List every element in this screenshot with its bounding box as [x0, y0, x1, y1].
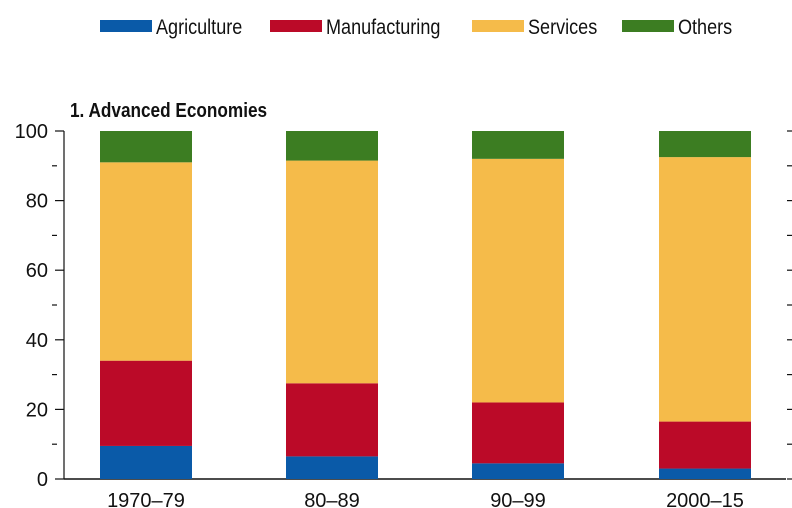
legend-label-manufacturing: Manufacturing	[326, 16, 440, 40]
legend: Agriculture Manufacturing Services Others	[100, 16, 732, 40]
x-category-label: 1970–79	[107, 490, 185, 508]
bar-segment-others	[472, 131, 564, 159]
legend-label-services: Services	[528, 16, 597, 40]
y-tick-label: 80	[26, 191, 48, 213]
bar-segment-services	[100, 162, 192, 361]
bar-segment-agriculture	[472, 463, 564, 479]
bar-segment-services	[286, 160, 378, 384]
legend-label-agriculture: Agriculture	[156, 16, 242, 40]
bar-segment-agriculture	[659, 468, 751, 479]
bar-segment-agriculture	[100, 445, 192, 479]
bars	[100, 131, 751, 479]
x-category-label: 80–89	[304, 490, 360, 508]
legend-swatch-others	[622, 20, 674, 32]
bar-segment-manufacturing	[472, 402, 564, 464]
x-category-label: 90–99	[490, 490, 546, 508]
bar-segment-manufacturing	[286, 383, 378, 457]
legend-swatch-services	[472, 20, 524, 32]
category-labels: 1970–79 80–89 90–99 2000–15	[107, 490, 744, 508]
legend-label-others: Others	[678, 16, 732, 40]
bar-segment-others	[286, 131, 378, 161]
bar-segment-others	[100, 131, 192, 163]
y-tick-label: 60	[26, 260, 48, 282]
legend-swatch-manufacturing	[270, 20, 322, 32]
bar-segment-agriculture	[286, 456, 378, 479]
bar-segment-manufacturing	[100, 360, 192, 446]
bar-segment-services	[659, 157, 751, 422]
legend-swatch-agriculture	[100, 20, 152, 32]
bar-segment-manufacturing	[659, 421, 751, 469]
y-tick-label: 0	[37, 469, 48, 491]
chart-title: 1. Advanced Economies	[70, 99, 267, 122]
y-tick-label: 40	[26, 330, 48, 352]
bar-segment-services	[472, 158, 564, 403]
bar-segment-others	[659, 131, 751, 158]
y-tick-label: 20	[26, 399, 48, 421]
x-category-label: 2000–15	[666, 490, 744, 508]
y-tick-label: 100	[15, 121, 48, 143]
